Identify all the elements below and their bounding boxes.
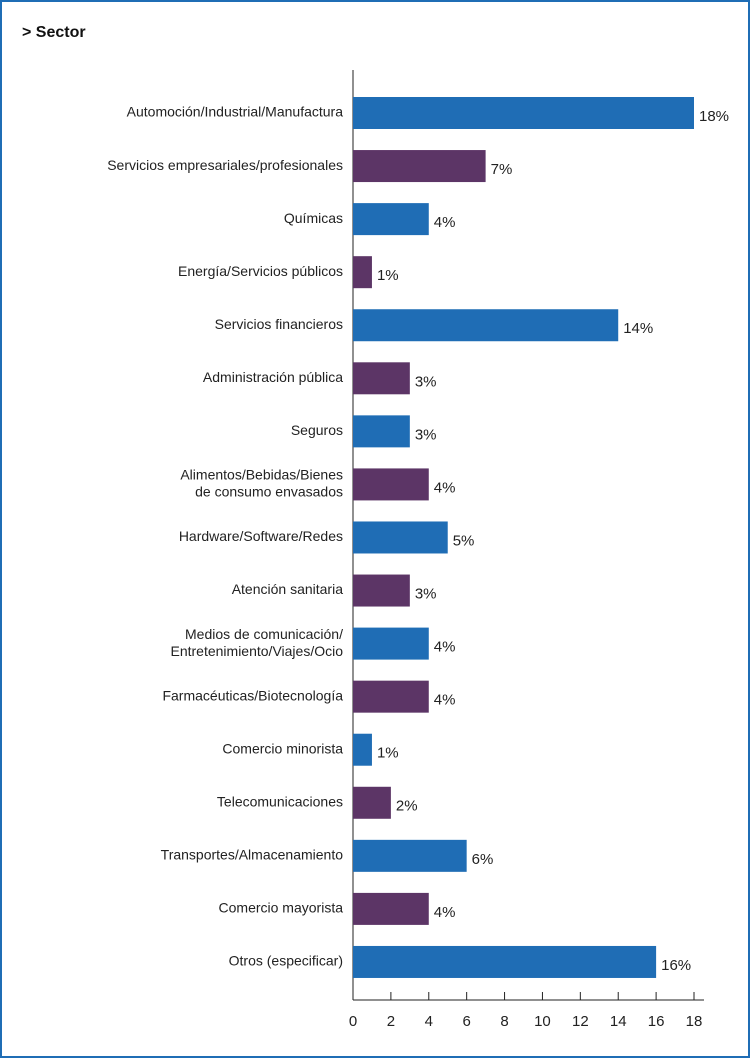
- y-tick-label: Farmacéuticas/Biotecnología: [162, 687, 343, 703]
- bar: [353, 203, 429, 236]
- value-label: 1%: [377, 267, 399, 284]
- x-tick-label: 6: [462, 1013, 470, 1030]
- value-label: 4%: [434, 479, 456, 496]
- bar: [353, 786, 391, 819]
- x-tick-label: 18: [686, 1013, 703, 1030]
- y-tick-label: Hardware/Software/Redes: [179, 528, 343, 544]
- bar: [353, 97, 694, 129]
- x-tick-label: 10: [534, 1013, 551, 1030]
- bar: [353, 839, 467, 872]
- y-tick-label: Comercio minorista: [222, 740, 343, 756]
- x-tick-label: 14: [610, 1013, 627, 1030]
- y-tick-label: Automoción/Industrial/Manufactura: [127, 104, 344, 120]
- x-tick-label: 4: [425, 1013, 433, 1030]
- value-label: 6%: [472, 851, 494, 868]
- y-tick-label: Entretenimiento/Viajes/Ocio: [171, 643, 344, 659]
- bar: [353, 733, 372, 766]
- bar: [353, 415, 410, 448]
- y-tick-label: Medios de comunicación/: [185, 626, 343, 642]
- y-tick-label: Servicios financieros: [215, 316, 343, 332]
- bar: [353, 574, 410, 607]
- bar: [353, 521, 448, 554]
- x-tick-label: 0: [349, 1013, 357, 1030]
- bar: [353, 309, 619, 342]
- value-label: 4%: [434, 692, 456, 709]
- bar: [353, 680, 429, 713]
- value-label: 3%: [415, 586, 437, 603]
- value-label: 4%: [434, 214, 456, 231]
- y-tick-label: Alimentos/Bebidas/Bienes: [180, 467, 343, 483]
- x-tick-label: 2: [387, 1013, 395, 1030]
- value-label: 3%: [415, 426, 437, 443]
- bar: [353, 627, 429, 660]
- value-label: 2%: [396, 798, 418, 815]
- value-label: 14%: [623, 320, 653, 337]
- y-tick-label: Energía/Servicios públicos: [178, 263, 343, 279]
- y-tick-label: Atención sanitaria: [232, 581, 344, 597]
- value-label: 7%: [491, 161, 513, 178]
- bar: [353, 945, 657, 978]
- x-tick-label: 12: [572, 1013, 589, 1030]
- y-tick-label: Administración pública: [203, 369, 343, 385]
- value-label: 4%: [434, 639, 456, 656]
- value-label: 16%: [661, 957, 691, 974]
- bar: [353, 256, 372, 289]
- x-tick-label: 8: [500, 1013, 508, 1030]
- y-tick-label: Telecomunicaciones: [217, 793, 343, 809]
- value-label: 4%: [434, 904, 456, 921]
- bar: [353, 468, 429, 501]
- bar: [353, 150, 486, 183]
- y-tick-label: Transportes/Almacenamiento: [161, 847, 344, 863]
- value-label: 18%: [699, 108, 729, 125]
- x-tick-label: 16: [648, 1013, 665, 1030]
- y-tick-label: Otros (especificar): [229, 953, 343, 969]
- value-label: 3%: [415, 373, 437, 390]
- bar: [353, 362, 410, 395]
- y-tick-label: Servicios empresariales/profesionales: [107, 157, 343, 173]
- y-tick-label: Seguros: [291, 422, 343, 438]
- value-label: 1%: [377, 745, 399, 762]
- y-tick-label: Químicas: [284, 210, 343, 226]
- y-tick-label: Comercio mayorista: [219, 900, 344, 916]
- value-label: 5%: [453, 532, 475, 549]
- chart-title: > Sector: [22, 24, 86, 41]
- bar: [353, 892, 429, 925]
- y-tick-label: de consumo envasados: [195, 484, 343, 500]
